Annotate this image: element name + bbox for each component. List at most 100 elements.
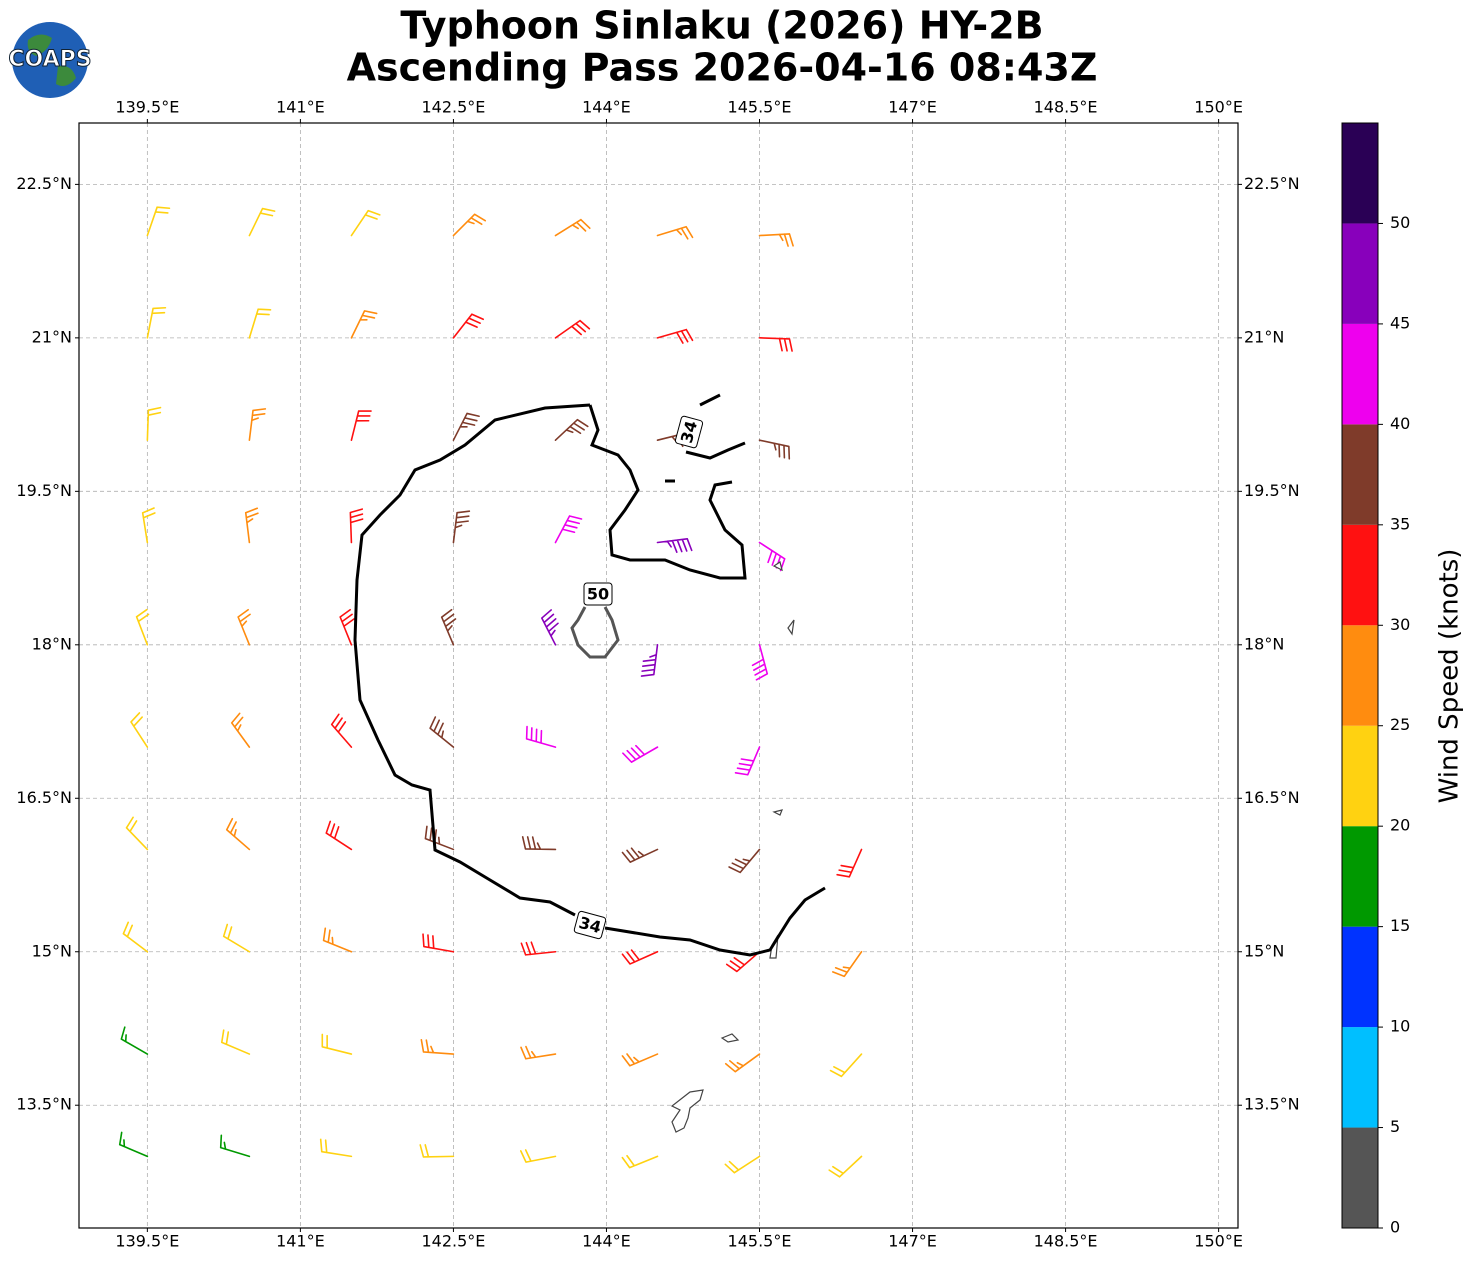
wind-barb — [836, 848, 863, 878]
wind-barb — [828, 1155, 863, 1178]
wind-barb — [621, 1053, 659, 1067]
wind-barb — [656, 328, 694, 344]
wind-barb — [321, 1033, 353, 1055]
y-tick-label: 19.5°N — [1244, 481, 1300, 500]
wind-barb — [520, 941, 557, 956]
contour-label-box — [573, 910, 607, 940]
contour-label: 34 — [674, 415, 704, 449]
wind-barb — [734, 746, 761, 776]
wind-barb — [725, 950, 761, 973]
coastlines — [670, 561, 795, 1133]
contour-labels: 34 34 50 — [573, 415, 704, 940]
barbs — [118, 206, 863, 1178]
colorbar-bin — [1342, 524, 1378, 626]
colorbar-bin — [1342, 725, 1378, 827]
wind-barb — [622, 744, 659, 763]
contour-label: 50 — [583, 582, 613, 606]
y-tick-label: 18°N — [1244, 634, 1284, 653]
contour-34 — [353, 403, 826, 957]
wind-barb — [146, 206, 171, 237]
wind-barb — [350, 209, 381, 237]
logo-text: COAPS — [8, 47, 91, 72]
wind-barb — [319, 1138, 353, 1158]
wind-barb — [146, 406, 162, 441]
wind-barb — [554, 218, 591, 237]
wind-barb — [219, 1134, 251, 1158]
colorbar-bin — [1342, 223, 1378, 324]
wind-barb — [135, 608, 150, 646]
colorbar-bin — [1342, 1127, 1378, 1228]
wind-barb — [452, 412, 480, 441]
wind-barb — [141, 507, 156, 544]
wind-barb — [237, 608, 251, 646]
contour-34 — [588, 404, 747, 580]
wind-barb — [146, 306, 167, 339]
colorbar-tick-label: 20 — [1390, 816, 1410, 835]
y-tick-label: 22.5°N — [1244, 174, 1300, 193]
x-tick-label: 145.5°E — [728, 98, 792, 117]
wind-barb — [429, 716, 455, 748]
wind-barb — [724, 1053, 761, 1073]
wind-barb — [424, 825, 455, 851]
wind-barb — [125, 816, 149, 851]
wind-barb — [220, 1029, 251, 1055]
wind-barb — [225, 817, 251, 851]
contour-label: 34 — [573, 910, 607, 940]
wind-barb — [758, 233, 794, 247]
x-tick-label: 150°E — [1194, 98, 1243, 117]
x-tick-label: 142.5°E — [421, 1232, 485, 1251]
x-tick-label: 141°E — [276, 1232, 325, 1251]
colorbar-tick-label: 25 — [1390, 715, 1410, 734]
wind-barb — [120, 1026, 149, 1055]
y-tick-label: 18°N — [32, 634, 72, 653]
colorbar-tick-label: 50 — [1390, 213, 1410, 232]
y-tick-label: 13.5°N — [16, 1095, 72, 1114]
x-tick-label: 144°E — [582, 1232, 631, 1251]
wind-barb — [122, 921, 149, 953]
wind-barb — [349, 508, 364, 544]
wind-barb — [322, 927, 353, 953]
wind-barb — [452, 313, 485, 339]
wind-barb — [656, 225, 694, 240]
x-tick-label: 148.5°E — [1034, 98, 1098, 117]
wind-barb — [248, 408, 267, 441]
island — [670, 1089, 704, 1133]
island — [787, 619, 795, 636]
x-tick-label: 142.5°E — [421, 98, 485, 117]
contour-34 — [665, 393, 746, 483]
colorbar-tick-label: 10 — [1390, 1017, 1410, 1036]
y-tick-label: 16.5°N — [16, 788, 72, 807]
colorbar-bin — [1342, 123, 1378, 224]
wind-barb — [244, 507, 259, 544]
island — [772, 809, 783, 816]
wind-barb — [554, 418, 589, 441]
chart-title: Typhoon Sinlaku (2026) HY-2B — [400, 4, 1043, 48]
x-tick-label: 147°E — [888, 1232, 937, 1251]
contour-label-text: 50 — [587, 585, 609, 604]
logo-land — [27, 34, 76, 86]
wind-barb — [440, 608, 457, 646]
x-tick-label: 145.5°E — [728, 1232, 792, 1251]
wind-barb — [525, 725, 557, 748]
colorbar-tick-label: 5 — [1390, 1117, 1400, 1136]
contour-50 — [570, 606, 620, 659]
colorbar-bin — [1342, 926, 1378, 1028]
y-tick-label: 15°N — [1244, 941, 1284, 960]
wind-barb — [330, 713, 353, 748]
grid — [79, 123, 1238, 1228]
colorbar-bin — [1342, 424, 1378, 525]
wind-barb — [248, 308, 272, 339]
wind-barb — [420, 1038, 455, 1055]
x-tick-label: 144°E — [582, 98, 631, 117]
y-tick-label: 21°N — [1244, 327, 1284, 346]
contour-label-box — [583, 582, 613, 606]
wind-barb — [621, 847, 659, 863]
y-tick-label: 16.5°N — [1244, 788, 1300, 807]
wind-barb — [554, 319, 591, 339]
wind-barb — [831, 950, 863, 978]
colorbar-label: Wind Speed (knots) — [1435, 549, 1465, 804]
wind-barb — [452, 510, 471, 544]
y-tick-label: 19.5°N — [16, 481, 72, 500]
wind-barb — [656, 538, 693, 554]
